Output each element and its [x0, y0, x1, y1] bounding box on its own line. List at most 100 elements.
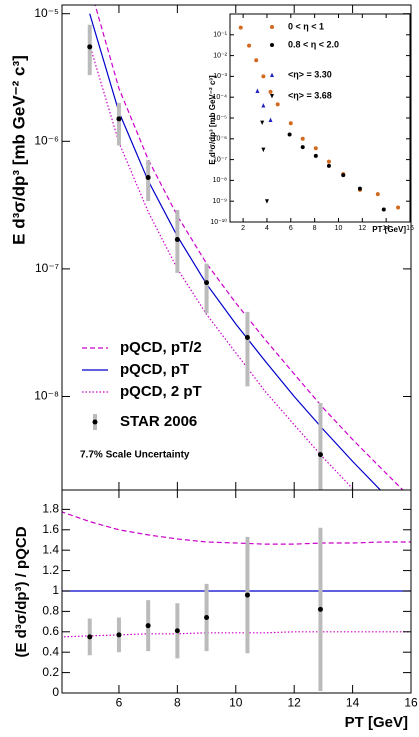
x-tick-label: 8: [174, 695, 181, 709]
data-point: [204, 615, 210, 621]
data-point: [255, 88, 260, 93]
y-tick-label: 10⁻¹: [213, 32, 227, 39]
legend-swatch: [270, 72, 274, 77]
data-point: [261, 74, 266, 79]
y-tick-label: 0.8: [42, 604, 59, 618]
inset-x-label: PT [GeV]: [372, 225, 406, 234]
data-point: [268, 117, 273, 123]
y-tick-label: 10⁻⁸: [213, 177, 227, 184]
x-tick-label: 14: [346, 695, 360, 709]
data-point: [261, 147, 266, 153]
data-point: [264, 199, 269, 204]
data-point: [87, 44, 93, 50]
y-tick-label: 10⁻²: [213, 52, 227, 59]
y-tick-label: 1.2: [42, 563, 59, 577]
data-point: [238, 25, 243, 30]
y-tick-label: 10⁻¹⁰: [210, 218, 227, 226]
plot-area: [87, 5, 404, 490]
x-tick-label: 16: [404, 695, 418, 709]
x-tick-label: 14: [382, 225, 390, 232]
plot-area: [62, 511, 411, 691]
legend-label: 0 < η < 1: [288, 21, 324, 31]
y-axis-label: E d³σ/dp³ [mb GeV⁻² c³]: [9, 55, 28, 245]
x-tick-label: 6: [289, 225, 293, 232]
data-point: [87, 634, 93, 640]
x-tick-label: 10: [335, 225, 343, 232]
data-point: [268, 89, 273, 94]
x-tick-label: 2: [241, 225, 245, 232]
y-tick-label: 1.4: [42, 542, 59, 556]
curve: [94, 5, 404, 490]
data-point: [375, 192, 380, 197]
legend-swatch: [270, 25, 274, 29]
data-point: [204, 280, 210, 286]
y-tick-label: 0: [52, 685, 59, 699]
data-point: [317, 452, 323, 458]
frame: [61, 489, 412, 694]
legend-label: <η> = 3.68: [288, 90, 332, 100]
data-point: [317, 606, 323, 612]
y-tick-label: 10⁻⁷: [213, 156, 227, 163]
legend-swatch: [270, 43, 274, 47]
y-tick-label: 10⁻⁹: [213, 198, 227, 205]
y-tick-label: 10⁻⁴: [213, 94, 228, 101]
legend-label: pQCD, pT: [120, 361, 189, 378]
data-point: [275, 102, 280, 107]
data-point: [244, 334, 250, 340]
y-tick-label: 1.6: [42, 522, 59, 536]
data-point: [288, 121, 293, 126]
data-point: [313, 146, 318, 151]
x-axis-label: PT [GeV]: [345, 714, 408, 731]
inset-y-label: E d³σ/dp³ [mb GeV⁻² c³]: [208, 75, 217, 165]
y-tick-label: 1.8: [42, 502, 59, 516]
data-point: [145, 175, 151, 181]
data-point: [300, 136, 305, 141]
y-tick-label: 0.4: [42, 644, 59, 658]
data-point: [145, 623, 151, 629]
y-tick-label: 10⁻⁵: [34, 6, 59, 20]
y-tick-label: 0.2: [42, 665, 59, 679]
data-point: [247, 43, 252, 48]
data-point: [116, 116, 122, 122]
y-tick-label: 0.6: [42, 624, 59, 638]
data-point: [326, 159, 331, 164]
data-point: [244, 592, 250, 598]
data-point: [381, 207, 386, 212]
legend-swatch: [92, 419, 98, 425]
y-tick-label: 10⁻⁵: [213, 115, 227, 122]
data-point: [174, 236, 180, 242]
x-tick-label: 10: [229, 695, 243, 709]
frame: [229, 13, 411, 223]
x-tick-label: 8: [313, 225, 317, 232]
legend-swatch: [270, 94, 274, 99]
curve: [62, 631, 411, 638]
curve: [89, 44, 355, 490]
data-point: [116, 632, 122, 638]
legend-label: pQCD, pT/2: [120, 339, 202, 356]
y-tick-label: 10⁻⁷: [35, 261, 59, 275]
legend-label: pQCD, 2 pT: [120, 383, 202, 400]
y-tick-label: 10⁻⁶: [213, 136, 227, 143]
data-point: [287, 132, 292, 137]
curve: [62, 511, 411, 545]
plot-area: [238, 25, 401, 212]
annotation: 7.7% Scale Uncertainty: [80, 450, 190, 461]
data-point: [357, 186, 362, 191]
x-tick-label: 12: [358, 225, 366, 232]
data-point: [326, 163, 331, 168]
data-point: [260, 120, 265, 126]
data-point: [396, 205, 401, 210]
data-point: [254, 58, 259, 63]
y-tick-label: 1: [52, 583, 59, 597]
curve: [89, 13, 382, 490]
x-tick-label: 4: [265, 225, 269, 232]
x-tick-label: 16: [406, 225, 414, 232]
data-point: [261, 103, 266, 108]
y-axis-label: (E d³σ/dp³) / pQCD: [13, 526, 30, 657]
data-point: [341, 173, 346, 178]
inset-background: [230, 14, 410, 222]
y-tick-label: 10⁻⁶: [34, 133, 59, 147]
legend-label: STAR 2006: [120, 413, 197, 430]
